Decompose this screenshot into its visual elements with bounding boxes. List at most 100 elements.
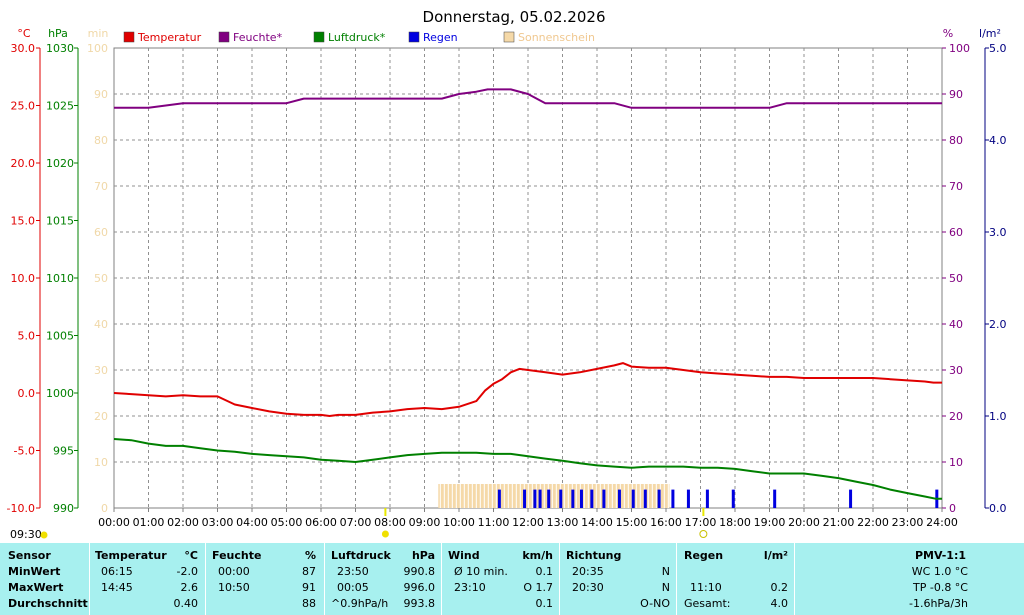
x-tick-label: 10:00 <box>443 516 475 529</box>
stats-pmv-value: -1.6hPa/3h <box>909 597 968 610</box>
stats-rain-value: 0.2 <box>770 581 789 594</box>
rain-bar <box>538 489 542 508</box>
sunshine-tick-label: 50 <box>94 272 108 285</box>
rain-tick-label: 5.0 <box>989 42 1007 55</box>
chart-title: Donnerstag, 05.02.2026 <box>423 8 606 26</box>
sunshine-tick-label: 40 <box>94 318 108 331</box>
stats-row-label: MaxWert <box>8 581 64 594</box>
x-tick-label: 09:00 <box>409 516 441 529</box>
pressure-tick-label: 1015 <box>46 215 74 228</box>
x-tick-label: 20:00 <box>788 516 820 529</box>
sunshine-tick-label: 0 <box>101 502 108 515</box>
stats-row-label: MinWert <box>8 565 61 578</box>
stats-dir-value: N <box>661 565 670 578</box>
statistics-panel: Sensor Temperatur °C Feuchte % Luftdruck… <box>0 543 1024 615</box>
rain-bars <box>497 489 939 508</box>
rain-bar <box>579 489 583 508</box>
rain-bar <box>705 489 709 508</box>
rain-bar <box>657 489 661 508</box>
x-tick-label: 22:00 <box>857 516 889 529</box>
humidity-tick-label: 60 <box>949 226 963 239</box>
rain-bar <box>602 489 606 508</box>
sunshine-tick-label: 80 <box>94 134 108 147</box>
sunrise-dot <box>381 530 389 538</box>
humidity-tick-label: 100 <box>949 42 970 55</box>
rain-tick-label: 2.0 <box>989 318 1007 331</box>
x-tick-label: 19:00 <box>754 516 786 529</box>
rain-bar <box>559 489 563 508</box>
humidity-tick-label: 70 <box>949 180 963 193</box>
stats-header-wind-unit: km/h <box>522 549 553 562</box>
sunshine-bars <box>438 484 670 508</box>
rain-unit-label: l/m² <box>979 27 1001 40</box>
stats-press-time: 00:05 <box>337 581 369 594</box>
x-tick-label: 24:00 <box>926 516 958 529</box>
humidity-tick-label: 10 <box>949 456 963 469</box>
x-tick-label: 04:00 <box>236 516 268 529</box>
stats-temp-time: 06:15 <box>101 565 133 578</box>
stats-temp-value: 2.6 <box>180 581 199 594</box>
stats-pmv-value: TP -0.8 °C <box>913 581 968 594</box>
pressure-tick-label: 990 <box>53 502 74 515</box>
stats-temp-time: 14:45 <box>101 581 133 594</box>
temperature-tick-label: 10.0 <box>11 272 36 285</box>
series-lines <box>113 88 942 500</box>
stats-header-humidity: Feuchte <box>212 549 262 562</box>
stats-hum-value: 91 <box>302 581 316 594</box>
sunshine-tick-label: 60 <box>94 226 108 239</box>
stats-press-value: 996.0 <box>403 581 436 594</box>
stats-rain-time: Gesamt: <box>684 597 731 610</box>
stats-wind-value: 0.1 <box>535 597 554 610</box>
legend-swatch <box>218 31 230 43</box>
weather-chart: 30.025.020.015.010.05.00.0-5.0-10.010301… <box>7 8 1007 541</box>
rain-bar <box>523 489 527 508</box>
temperature-unit-label: °C <box>17 27 31 40</box>
legend: Temperatur Feuchte* Luftdruck* Regen Sonnens… <box>123 31 595 44</box>
x-tick-label: 14:00 <box>581 516 613 529</box>
legend-swatch <box>123 31 135 43</box>
stats-press-time: ^0.9hPa/h <box>331 597 389 610</box>
stats-row-label: Durchschnitt <box>8 597 88 610</box>
temperature-tick-label: 25.0 <box>11 100 36 113</box>
x-tick-label: 02:00 <box>167 516 199 529</box>
pressure-tick-label: 1025 <box>46 100 74 113</box>
stats-pmv-value: WC 1.0 °C <box>911 565 968 578</box>
stats-press-value: 993.8 <box>403 597 436 610</box>
temperature-line <box>113 362 942 417</box>
rain-tick-label: 3.0 <box>989 226 1007 239</box>
stats-dir-time: 20:30 <box>572 581 604 594</box>
rain-bar <box>547 489 551 508</box>
stats-header-rain: Regen <box>684 549 724 562</box>
stats-dir-time: 20:35 <box>572 565 604 578</box>
stats-wind-label: 23:10 <box>454 581 486 594</box>
stats-header-humidity-unit: % <box>304 549 316 562</box>
stats-wind-value: 0.1 <box>535 565 554 578</box>
legend-label: Temperatur <box>137 31 202 44</box>
rain-bar <box>773 489 777 508</box>
rain-bar <box>643 489 647 508</box>
axes: 30.025.020.015.010.05.00.0-5.0-10.010301… <box>7 27 1007 541</box>
stats-header-pmv: PMV-1:1 <box>915 549 966 562</box>
sunshine-tick-label: 90 <box>94 88 108 101</box>
x-tick-label: 07:00 <box>340 516 372 529</box>
stats-header-temperature: Temperatur <box>95 549 167 562</box>
stats-header-direction: Richtung <box>566 549 622 562</box>
temperature-tick-label: 20.0 <box>11 157 36 170</box>
x-tick-label: 01:00 <box>133 516 165 529</box>
rain-tick-label: 4.0 <box>989 134 1007 147</box>
x-tick-label: 11:00 <box>478 516 510 529</box>
stats-rain-time: 11:10 <box>690 581 722 594</box>
x-tick-label: 23:00 <box>892 516 924 529</box>
stats-dir-value: N <box>661 581 670 594</box>
humidity-tick-label: 80 <box>949 134 963 147</box>
sunshine-tick-label: 30 <box>94 364 108 377</box>
pressure-tick-label: 1030 <box>46 42 74 55</box>
rain-bar <box>590 489 594 508</box>
x-tick-label: 12:00 <box>512 516 544 529</box>
rain-bar <box>571 489 575 508</box>
x-tick-label: 16:00 <box>650 516 682 529</box>
humidity-tick-label: 40 <box>949 318 963 331</box>
temperature-tick-label: 0.0 <box>18 387 36 400</box>
legend-swatch <box>313 31 325 43</box>
legend-label: Sonnenschein <box>518 31 595 44</box>
